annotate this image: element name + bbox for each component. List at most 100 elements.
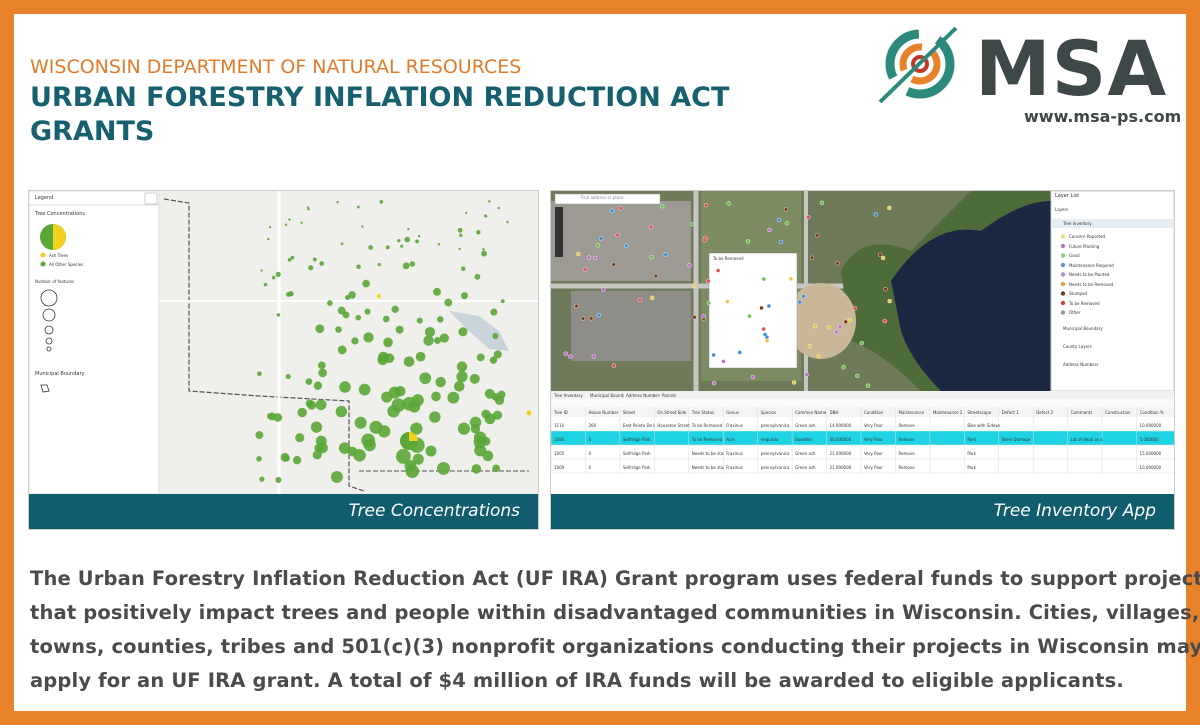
layer-symbol <box>1060 272 1066 277</box>
tree-cluster <box>317 361 326 370</box>
table-cell: Remove <box>898 451 915 456</box>
tree-cluster <box>470 424 481 434</box>
tree-cluster <box>457 227 463 233</box>
tree-point <box>883 286 888 292</box>
table-cell: 40.000000 <box>829 437 852 442</box>
tree-cluster <box>342 311 350 319</box>
tree-cluster <box>482 248 485 251</box>
tree-cluster <box>425 445 437 457</box>
tree-cluster <box>290 255 295 260</box>
tree-point <box>601 287 606 292</box>
tree-point <box>692 315 697 320</box>
tree-point <box>737 350 742 355</box>
tree-point <box>618 205 624 211</box>
tree-cluster <box>318 368 327 378</box>
column-header: Construction <box>1105 410 1131 415</box>
legend-size-title: Number of features <box>35 279 74 284</box>
layer-item: Needs to be Removed <box>1069 281 1114 287</box>
tree-point <box>637 297 643 303</box>
tree-point <box>711 352 716 358</box>
layer-item: Needs to be Planted <box>1069 272 1110 277</box>
tree-cluster <box>444 298 453 307</box>
tree-cluster <box>316 442 328 454</box>
tree-cluster <box>526 410 532 416</box>
column-header: Condition <box>864 410 884 415</box>
tree-point <box>568 354 573 359</box>
table-cell: Remove <box>898 465 915 470</box>
tree-cluster <box>415 351 426 362</box>
tree-cluster <box>416 317 423 324</box>
column-header: House Number <box>588 410 619 415</box>
tree-cluster <box>288 218 291 221</box>
tree-cluster <box>354 416 367 429</box>
tree-cluster <box>493 350 502 359</box>
tree-cluster <box>482 450 494 462</box>
table-cell: Acer <box>726 437 736 442</box>
legend-category: All Other Species <box>49 262 84 267</box>
table-cell: 260 <box>588 423 597 428</box>
tree-point <box>726 201 731 206</box>
tree-cluster <box>355 314 362 321</box>
table-cell: Very Poor <box>864 423 883 428</box>
column-header: Species <box>760 410 777 415</box>
tree-point <box>715 268 721 273</box>
tree-cluster <box>382 315 390 323</box>
tree-cluster <box>266 412 274 420</box>
tree-point <box>574 303 579 309</box>
tree-cluster <box>268 225 272 229</box>
tree-cluster <box>280 452 290 462</box>
table-cell: To be Removed <box>691 423 723 428</box>
tree-cluster <box>348 291 356 299</box>
tree-point <box>865 383 871 388</box>
tree-point <box>843 319 848 324</box>
tree-point <box>816 354 821 359</box>
tree-cluster <box>404 236 411 243</box>
tree-point <box>880 255 886 261</box>
tree-cluster <box>356 205 360 209</box>
tree-cluster <box>305 399 314 408</box>
tree-cluster <box>500 299 505 304</box>
tree-cluster <box>381 391 393 403</box>
tree-cluster <box>409 261 416 267</box>
tree-cluster <box>385 245 390 250</box>
tree-cluster <box>437 243 441 246</box>
table-cell: To be Removed <box>691 437 723 442</box>
column-header: Common Name <box>795 410 827 415</box>
layer-symbol <box>1060 243 1066 249</box>
column-header: Maintenance <box>898 410 925 415</box>
table-cell: pennsylvanica <box>760 451 790 456</box>
tree-cluster <box>474 273 481 280</box>
tree-point <box>582 267 588 272</box>
tree-point <box>852 306 858 311</box>
search-box[interactable]: Find address or place <box>581 195 624 200</box>
tree-cluster <box>395 325 404 334</box>
layer-symbol <box>1060 234 1066 239</box>
tree-point <box>776 217 782 223</box>
tree-point <box>711 381 717 386</box>
map <box>551 191 1174 494</box>
tree-cluster <box>415 239 420 244</box>
app-panel: Find address or place To be Removed Laye… <box>550 190 1175 530</box>
column-header: On Street Side <box>657 410 687 415</box>
tree-point <box>887 205 892 211</box>
tree-cluster <box>275 476 282 483</box>
table-cell: Selfridge Park <box>622 437 651 442</box>
table-cell: Park <box>967 465 976 470</box>
tree-cluster <box>292 455 302 465</box>
table-tab: Municipal Boundary <box>590 393 624 398</box>
tree-point <box>819 200 825 205</box>
tree-cluster <box>356 264 361 270</box>
tree-point <box>653 273 659 279</box>
tree-cluster <box>308 265 314 271</box>
tree-cluster <box>459 233 463 238</box>
tree-cluster <box>256 456 262 462</box>
tree-point <box>837 324 843 329</box>
tree-point <box>706 300 711 306</box>
tree-point <box>767 227 772 233</box>
layer-item: Future Planting <box>1069 243 1100 249</box>
tree-cluster <box>315 324 325 334</box>
tree-cluster <box>364 308 371 315</box>
table-cell: 14.000000 <box>829 423 852 428</box>
organization: WISCONSIN DEPARTMENT OF NATURAL RESOURCE… <box>30 56 522 78</box>
tree-point <box>815 233 820 238</box>
